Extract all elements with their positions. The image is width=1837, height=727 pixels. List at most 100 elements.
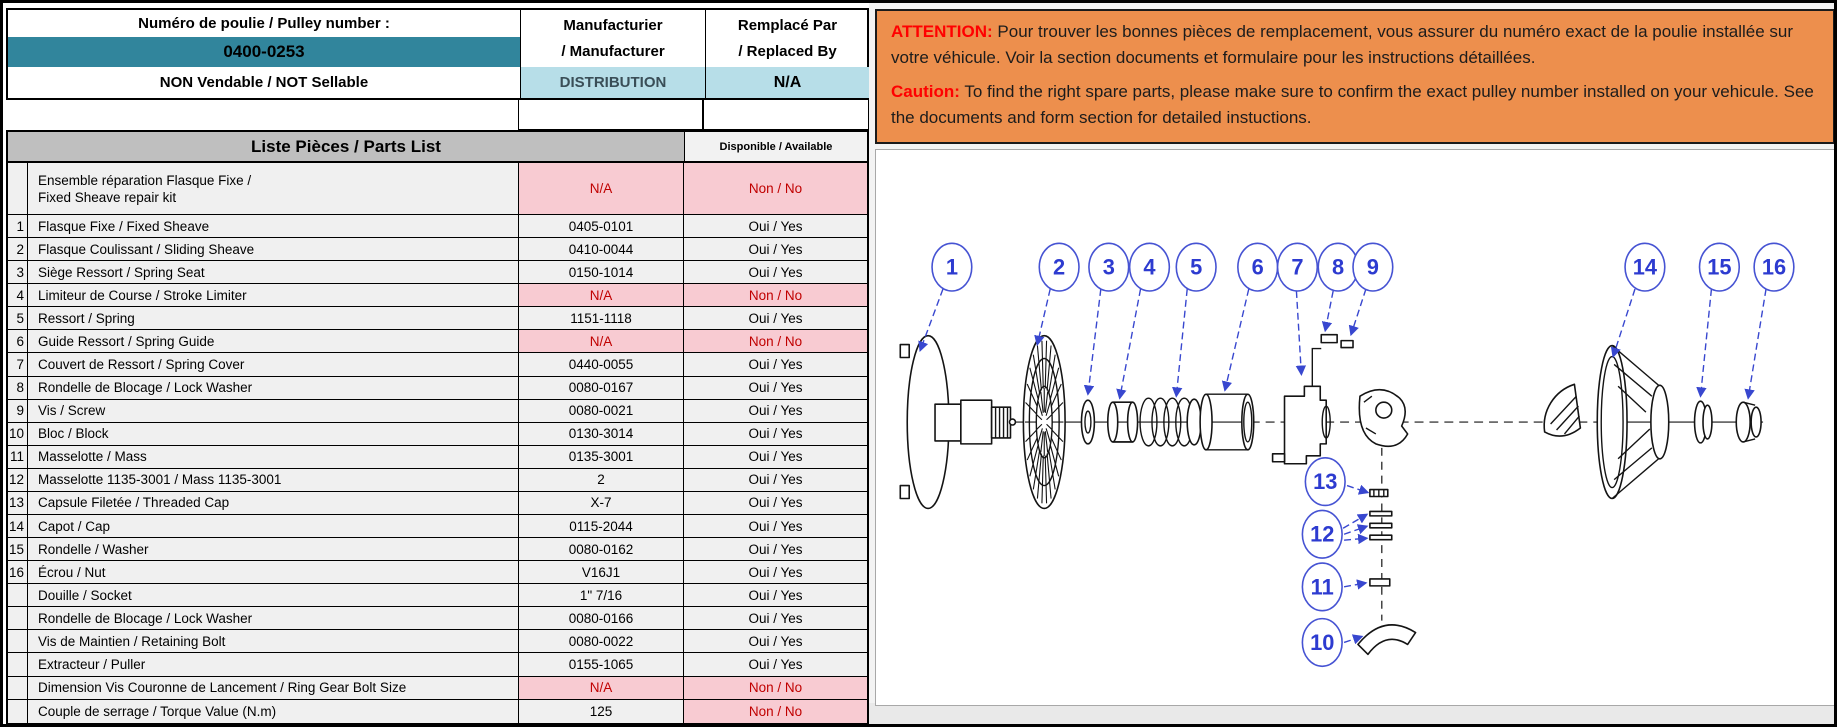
- manufacturer-empty-cell: [518, 100, 703, 130]
- table-row: 2 Flasque Coulissant / Sliding Sheave 0410…: [8, 238, 867, 262]
- balloon-number-9: 9: [1367, 255, 1379, 280]
- sheave-spoke: [1037, 428, 1043, 444]
- attention-text: Pour trouver les bonnes pièces de rempla…: [891, 22, 1794, 67]
- balloon-number-3: 3: [1103, 255, 1115, 280]
- table-row: 1 Flasque Fixe / Fixed Sheave 0405-0101 Oui…: [8, 215, 867, 239]
- balloon-number-8: 8: [1332, 255, 1344, 280]
- row-description: Guide Ressort / Spring Guide: [28, 330, 519, 353]
- sheave-fin: [1046, 453, 1052, 499]
- pulley-number-value: 0400-0253: [8, 37, 520, 67]
- part-nut: [1735, 401, 1762, 443]
- attention-label: ATTENTION:: [891, 22, 993, 41]
- sheave-spoke: [1046, 423, 1053, 430]
- row-description: Couple de serrage / Torque Value (N.m): [28, 699, 519, 723]
- row-part-number: 0080-0021: [519, 399, 684, 422]
- row-description: Masselotte 1135-3001 / Mass 1135-3001: [28, 468, 519, 491]
- leader-line-16: [1744, 288, 1767, 400]
- sheave-fin: [1029, 367, 1039, 400]
- row-available: Oui / Yes: [748, 518, 803, 534]
- row-available: Oui / Yes: [748, 564, 803, 580]
- row-part-number: 0080-0022: [519, 630, 684, 653]
- row-available: Non / No: [684, 163, 867, 214]
- row-num: 4: [8, 284, 28, 307]
- part-spring: [1139, 397, 1202, 447]
- balloon-9: [1352, 242, 1394, 292]
- table-row: 10 Bloc / Block 0130-3014 Oui / Yes: [8, 422, 867, 446]
- table-row: Vis de Maintien / Retaining Bolt 0080-002…: [8, 630, 867, 654]
- pulley-header-table: Numéro de poulie / Pulley number : 0400-…: [6, 8, 869, 100]
- table-row: 13 Capsule Filetée / Threaded Cap X-7 Oui /…: [8, 491, 867, 516]
- row-num: 9: [8, 399, 28, 422]
- balloon-3: [1088, 242, 1130, 292]
- sheave-fin: [1050, 437, 1062, 461]
- row-num: 7: [8, 353, 28, 376]
- balloon-number-12: 12: [1310, 522, 1334, 547]
- leader-line-12: [1343, 524, 1369, 535]
- row-available: Non / No: [684, 699, 867, 723]
- row-description: Douille / Socket: [28, 584, 519, 607]
- row-num: 13: [8, 491, 28, 515]
- sheave-fin: [1032, 354, 1041, 395]
- sheave-fin: [1049, 367, 1060, 400]
- row-num: 8: [8, 376, 28, 399]
- sheave-fin: [1026, 383, 1038, 407]
- part-threaded-cap: [1369, 488, 1389, 498]
- table-row: Ensemble réparation Flasque Fixe / Fixed …: [8, 163, 867, 215]
- balloon-number-15: 15: [1707, 255, 1731, 280]
- row-description: Couvert de Ressort / Spring Cover: [28, 353, 519, 376]
- row-num: 1: [8, 215, 28, 238]
- row-part-number: 2: [519, 468, 684, 491]
- sheave-fin: [1044, 340, 1048, 389]
- table-row: 16 Écrou / Nut V16J1 Oui / Yes: [8, 561, 867, 585]
- sheave-spoke: [1046, 414, 1053, 421]
- warning-french: ATTENTION: Pour trouver les bonnes pièce…: [891, 19, 1819, 70]
- row-description: Dimension Vis Couronne de Lancement / Ri…: [28, 676, 519, 699]
- sheave-fin: [1044, 455, 1048, 504]
- replaced-label-en: / Replaced By: [738, 42, 837, 60]
- table-row: 8 Rondelle de Blocage / Lock Washer 0080-0…: [8, 376, 867, 400]
- leader-line-7: [1295, 290, 1307, 376]
- table-row: 9 Vis / Screw 0080-0021 Oui / Yes: [8, 399, 867, 423]
- leader-line-13: [1346, 484, 1370, 495]
- row-part-number: 0130-3014: [519, 422, 684, 445]
- balloon-11: [1301, 562, 1343, 612]
- sheave-fin: [1036, 345, 1042, 391]
- replaced-label-fr: Remplacé Par: [737, 16, 838, 34]
- row-description: Capot / Cap: [28, 515, 519, 538]
- replaced-by-header: Remplacé Par / Replaced By: [705, 10, 869, 67]
- row-part-number: 0150-1014: [519, 261, 684, 284]
- row-description: Écrou / Nut: [28, 561, 519, 584]
- row-num: [8, 676, 28, 699]
- leader-line-12: [1344, 533, 1369, 545]
- row-description: Extracteur / Puller: [28, 653, 519, 676]
- table-row: 14 Capot / Cap 0115-2044 Oui / Yes: [8, 515, 867, 539]
- sheave-fin: [1036, 453, 1042, 499]
- row-part-number: 0155-1065: [519, 653, 684, 676]
- part-spring-cup: [1199, 393, 1255, 451]
- leader-line-2: [1034, 288, 1051, 347]
- table-row: 7 Couvert de Ressort / Spring Cover 0440-0…: [8, 353, 867, 377]
- table-row: Extracteur / Puller 0155-1065 Oui / Yes: [8, 653, 867, 677]
- sheave-fin: [1051, 402, 1064, 415]
- row-num: 10: [8, 422, 28, 445]
- part-spring-seat: [1106, 401, 1139, 443]
- row-description: Limiteur de Course / Stroke Limiter: [28, 284, 519, 307]
- row-available: Oui / Yes: [748, 380, 803, 396]
- parts-rows: Ensemble réparation Flasque Fixe / Fixed …: [8, 163, 867, 723]
- row-part-number: 1151-1118: [519, 307, 684, 330]
- row-available: Oui / Yes: [748, 241, 803, 257]
- row-description: Ressort / Spring: [28, 307, 519, 330]
- table-row: Rondelle de Blocage / Lock Washer 0080-01…: [8, 607, 867, 631]
- row-available: Oui / Yes: [748, 610, 803, 626]
- caution-text: To find the right spare parts, please ma…: [891, 82, 1814, 127]
- sheave-fin: [1048, 449, 1056, 490]
- row-num: [8, 653, 28, 676]
- row-description: Flasque Coulissant / Sliding Sheave: [28, 238, 519, 261]
- manufacturer-header: Manufacturier / Manufacturer: [520, 10, 705, 67]
- sheave-spoke: [1037, 400, 1043, 416]
- row-num: [8, 630, 28, 653]
- row-available: Oui / Yes: [748, 310, 803, 326]
- part-washer-3: [1080, 399, 1096, 445]
